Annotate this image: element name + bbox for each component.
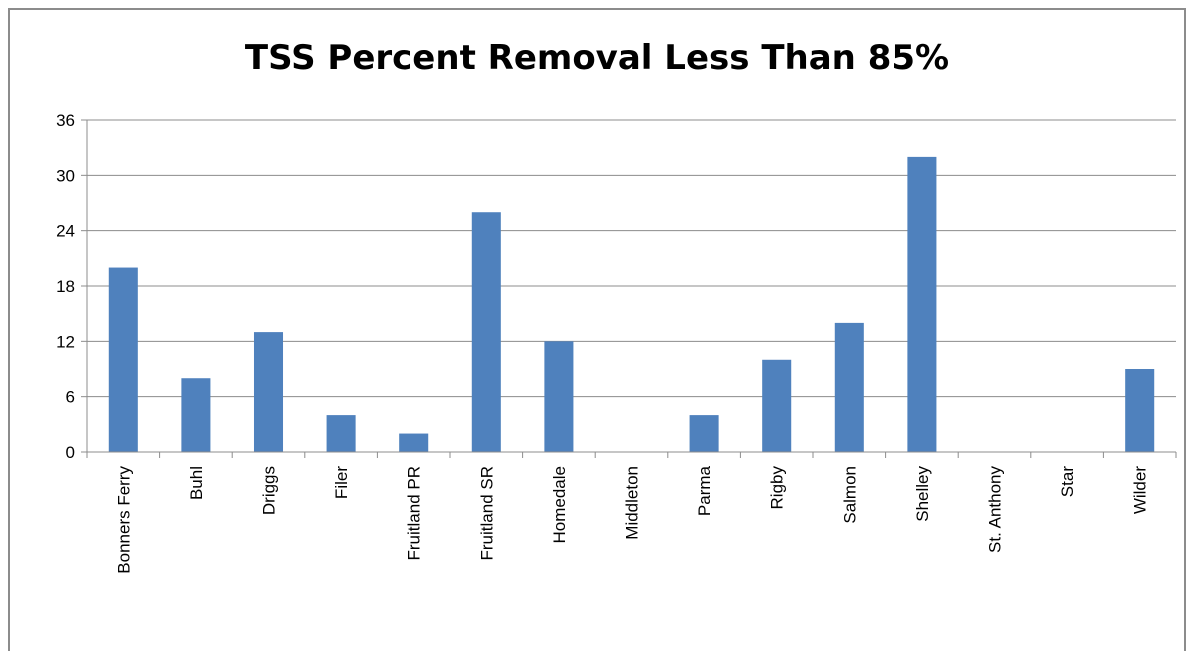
y-tick-label: 18 (56, 277, 75, 296)
y-tick-label: 36 (56, 111, 75, 130)
y-tick-label: 30 (56, 166, 75, 185)
bar-driggs (253, 332, 284, 452)
x-tick-label: Filer (332, 466, 351, 499)
x-tick-label: Bonners Ferry (114, 466, 133, 574)
x-tick-label: Middleton (623, 466, 642, 540)
bar-filer (326, 415, 356, 452)
x-tick-label: Homedale (550, 466, 569, 544)
bar-shelley (907, 156, 937, 452)
bar-fruitland-pr (399, 433, 429, 452)
bars (108, 156, 1155, 452)
x-tick-label: Parma (695, 465, 714, 516)
x-tick-label: St. Anthony (986, 466, 1005, 553)
bar-homedale (544, 341, 574, 452)
y-tick-labels: 0 6 12 18 24 30 36 (56, 111, 75, 462)
y-tick-label: 0 (66, 443, 75, 462)
bar-buhl (181, 378, 211, 452)
x-tick-label: Fruitland SR (477, 466, 496, 560)
x-tick-labels: Bonners Ferry Buhl Driggs Filer Fruitland PR… (114, 465, 1149, 573)
x-tick-label: Fruitland PR (405, 466, 424, 560)
gridlines (87, 119, 1176, 398)
bar-parma (689, 415, 719, 452)
chart-title: TSS Percent Removal Less Than 85% (244, 38, 950, 78)
bar-bonners-ferry (108, 267, 138, 452)
x-tick-label: Shelley (913, 466, 932, 522)
y-tick-label: 24 (56, 222, 75, 241)
x-tick-label: Wilder (1131, 466, 1150, 515)
x-tick-label: Star (1058, 466, 1077, 498)
x-tick-label: Buhl (187, 466, 206, 500)
bar-salmon (834, 322, 864, 452)
y-tick-label: 12 (56, 332, 75, 351)
x-tick-label: Salmon (840, 466, 859, 524)
chart-frame (8, 8, 1186, 651)
bar-rigby (762, 359, 792, 452)
bar-fruitland-sr (471, 212, 501, 452)
y-tick-label: 6 (66, 388, 75, 407)
axes (81, 119, 1177, 458)
x-tick-label: Rigby (768, 466, 787, 510)
bar-wilder (1125, 369, 1155, 452)
x-tick-label: Driggs (260, 466, 279, 515)
